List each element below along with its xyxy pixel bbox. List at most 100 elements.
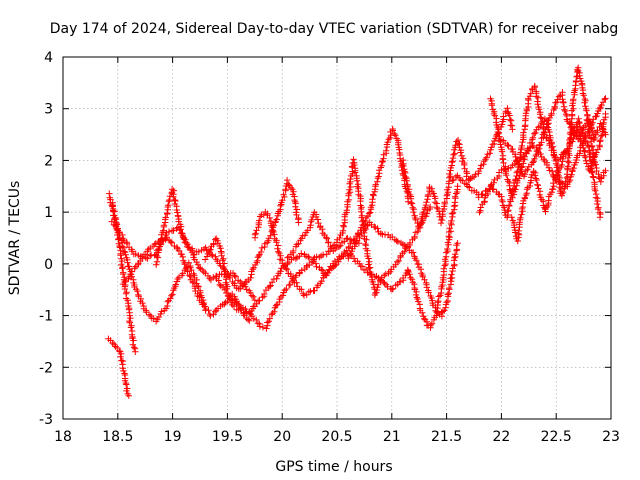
data-point <box>249 266 256 273</box>
data-point <box>404 183 411 190</box>
data-point <box>545 164 553 171</box>
y-tick-label: -2 <box>39 360 53 376</box>
data-point <box>433 308 440 316</box>
x-tick-labels: 18 18.5 19 19.5 20 20.5 21 21.5 22 22.5 23 <box>54 429 620 445</box>
data-point <box>419 273 427 281</box>
data-point <box>504 208 511 215</box>
data-point <box>334 256 341 263</box>
data-point <box>220 255 227 262</box>
data-point <box>395 257 402 265</box>
data-point <box>292 255 300 262</box>
data-point <box>451 203 458 210</box>
data-point <box>563 171 571 178</box>
data-point <box>256 297 263 304</box>
data-point <box>515 175 523 182</box>
data-point <box>360 217 367 224</box>
data-point <box>273 275 280 282</box>
data-point <box>266 315 273 322</box>
data-point <box>411 233 418 240</box>
data-point <box>440 265 447 272</box>
data-point <box>413 294 420 301</box>
data-point <box>298 286 305 293</box>
data-point <box>514 237 521 245</box>
data-point <box>194 261 202 268</box>
data-point <box>412 216 419 223</box>
data-point <box>184 241 191 248</box>
data-point <box>134 287 141 295</box>
data-point <box>534 182 541 189</box>
data-point <box>535 106 543 113</box>
data-point <box>221 286 229 294</box>
data-point <box>581 99 588 106</box>
data-point <box>281 287 288 294</box>
data-point <box>443 299 450 306</box>
data-point <box>448 210 456 218</box>
data-point <box>172 281 179 288</box>
data-point <box>592 187 599 194</box>
data-point <box>386 134 394 142</box>
data-point <box>175 247 183 254</box>
data-point <box>272 302 280 309</box>
data-point <box>602 167 609 174</box>
data-point <box>488 102 496 109</box>
data-point <box>160 222 168 229</box>
data-point <box>283 285 290 293</box>
data-point <box>118 257 126 265</box>
data-point <box>504 141 511 149</box>
data-point <box>522 167 530 175</box>
data-point <box>187 273 194 280</box>
data-point <box>384 139 391 146</box>
data-point <box>512 153 519 161</box>
data-point <box>596 214 604 221</box>
data-point <box>562 148 570 155</box>
data-point <box>480 161 487 168</box>
data-point <box>562 107 569 115</box>
data-point <box>351 161 358 169</box>
data-point <box>556 184 563 191</box>
data-point <box>400 162 407 170</box>
data-point <box>345 190 352 197</box>
data-point <box>374 225 381 232</box>
y-tick-label: -3 <box>39 412 53 428</box>
data-point <box>293 206 301 213</box>
data-point <box>531 172 539 179</box>
data-point <box>365 261 372 268</box>
data-point <box>153 252 161 260</box>
data-point <box>347 175 354 183</box>
data-point <box>276 249 283 257</box>
data-point <box>119 365 126 372</box>
data-point <box>435 293 442 300</box>
data-point <box>119 270 127 278</box>
data-point <box>505 202 513 209</box>
data-point <box>446 170 453 178</box>
data-point <box>491 112 499 119</box>
data-point <box>174 209 181 216</box>
data-point <box>456 144 463 151</box>
data-point <box>534 101 541 108</box>
data-point <box>599 99 607 106</box>
data-point <box>448 278 455 285</box>
data-point <box>371 223 378 230</box>
data-point <box>589 173 597 180</box>
data-point <box>210 274 217 281</box>
data-point <box>450 151 457 158</box>
y-tick-label: 1 <box>44 205 53 221</box>
data-point <box>457 149 464 156</box>
data-point <box>391 130 398 138</box>
axis-ticks <box>62 56 612 420</box>
data-point <box>256 217 263 224</box>
data-point <box>444 245 451 253</box>
data-point <box>266 283 274 290</box>
y-tick-labels: -3 -2 -1 0 1 2 3 4 <box>39 50 53 428</box>
data-point <box>597 132 605 140</box>
data-point <box>565 145 573 152</box>
data-point <box>127 314 134 322</box>
data-point <box>434 205 441 212</box>
data-point <box>592 194 600 201</box>
data-point <box>179 270 186 277</box>
data-point <box>439 274 447 281</box>
x-tick-label: 21.5 <box>431 429 462 445</box>
data-point <box>200 268 207 276</box>
data-point <box>598 101 605 109</box>
